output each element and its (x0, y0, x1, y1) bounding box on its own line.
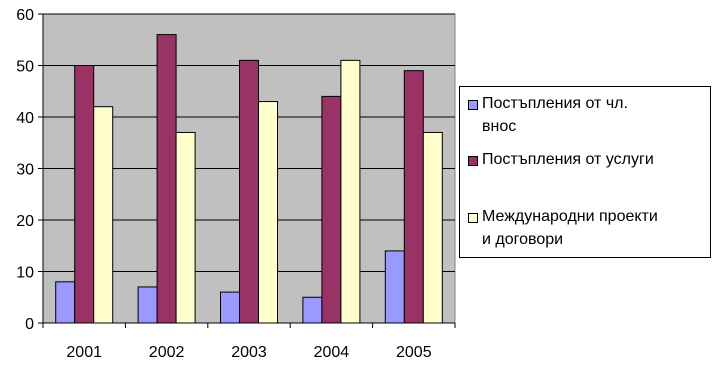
legend-label-2-line1: Международни проекти (482, 208, 658, 225)
bar-2004-series-2 (340, 59, 361, 324)
y-tick-label-40: 40 (16, 110, 34, 127)
y-tick-label-50: 50 (16, 59, 34, 76)
bar-2001-series-0 (55, 281, 76, 324)
legend-swatch-1 (468, 156, 478, 166)
legend-label-0: Постъпления от чл. внос (482, 92, 628, 138)
legend-label-1-line1: Постъпления от услуги (482, 151, 654, 168)
bar-2002-series-2 (175, 131, 196, 324)
bar-2005-series-2 (422, 131, 443, 324)
chart-legend: Постъпления от чл. внос Постъпления от у… (459, 86, 711, 258)
y-tick-label-60: 60 (16, 7, 34, 24)
legend-label-1: Постъпления от услуги (482, 148, 654, 171)
bar-2001-series-2 (93, 106, 114, 324)
legend-label-0-line2: внос (482, 118, 517, 135)
bar-2002-series-1 (156, 34, 177, 324)
bar-2003-series-0 (220, 291, 240, 324)
y-tick-label-20: 20 (16, 213, 34, 230)
y-tick-label-30: 30 (16, 162, 34, 179)
bar-2005-series-0 (384, 250, 405, 324)
legend-swatch-0 (468, 100, 478, 110)
x-tick-label-2004: 2004 (314, 344, 350, 361)
bar-2004-series-0 (302, 296, 323, 324)
bar-2003-series-1 (239, 59, 259, 324)
legend-label-2: Международни проекти и договори (482, 205, 658, 251)
bar-2003-series-2 (258, 101, 278, 324)
x-tick-label-2002: 2002 (149, 344, 185, 361)
x-tick-label-2005: 2005 (396, 344, 432, 361)
bar-2001-series-1 (74, 65, 95, 324)
bar-2004-series-1 (321, 95, 342, 324)
x-tick-label-2001: 2001 (66, 344, 102, 361)
y-tick-label-0: 0 (25, 316, 34, 333)
bar-2002-series-0 (137, 286, 158, 324)
x-tick-label-2003: 2003 (231, 344, 267, 361)
bar-2005-series-1 (403, 70, 424, 324)
y-tick-label-10: 10 (16, 265, 34, 282)
legend-label-2-line2: и договори (482, 231, 564, 248)
legend-swatch-2 (468, 213, 478, 223)
legend-label-0-line1: Постъпления от чл. (482, 95, 628, 112)
